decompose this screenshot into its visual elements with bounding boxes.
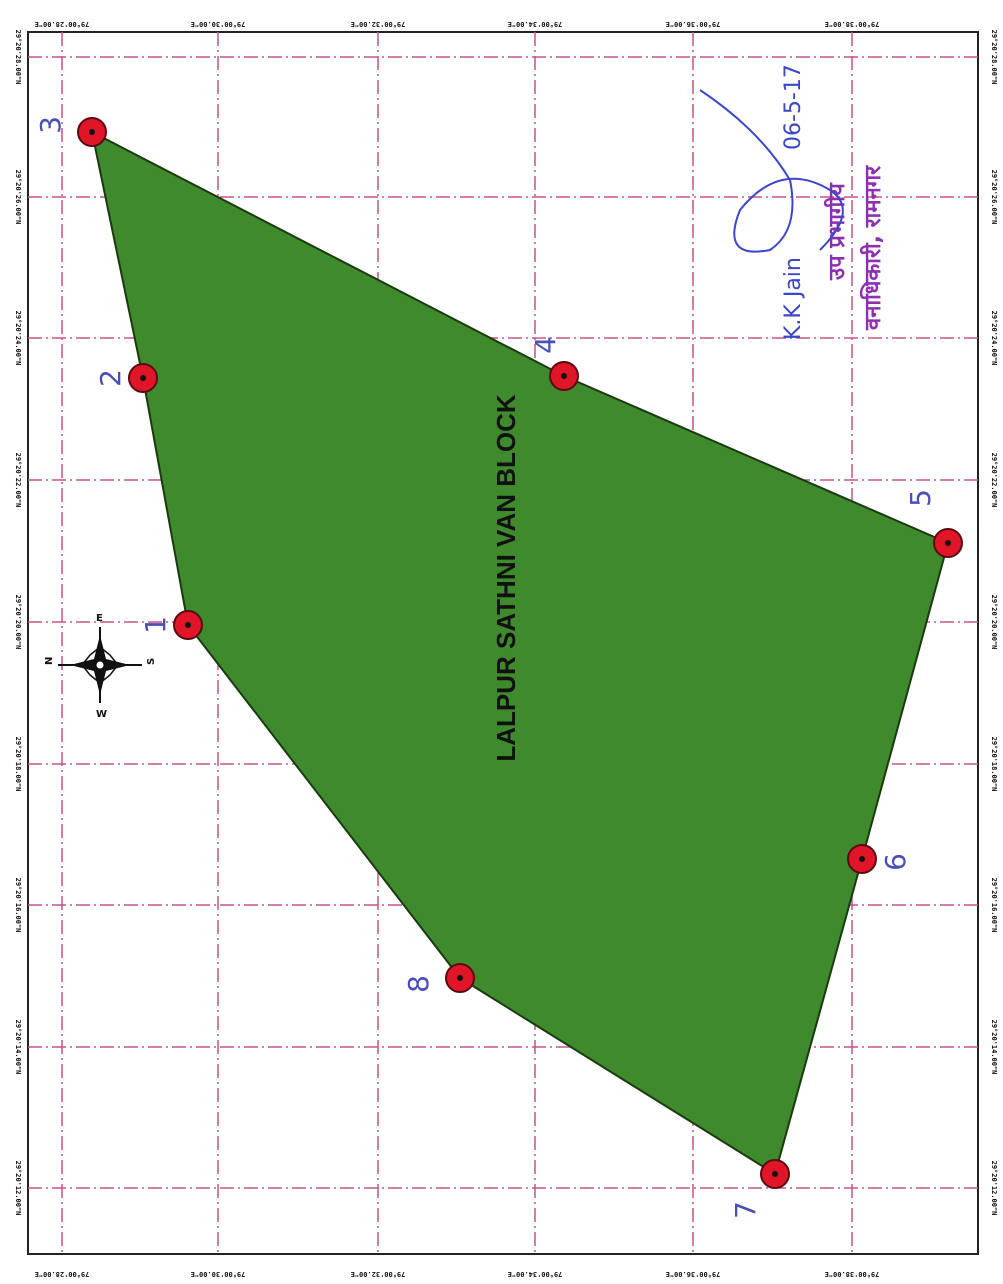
grid-label-right: 29°20'18.00"N <box>990 737 998 792</box>
compass-east-letter: E <box>96 613 103 624</box>
grid-label-bottom: 79°00'36.00"E <box>666 1270 721 1278</box>
signature-scribble <box>699 89 844 253</box>
grid-label-bottom: 79°00'38.00"E <box>825 1270 880 1278</box>
grid-label-right: 29°20'26.00"N <box>990 170 998 225</box>
vertex-label-4: 4 <box>529 336 562 354</box>
signature-block: K.K Jain 06-5-17 उप प्रभागीय वनाधिकारी, … <box>781 64 886 340</box>
grid-label-bottom: 79°00'34.00"E <box>508 1270 563 1278</box>
vertex-label-5: 5 <box>904 489 937 507</box>
vertex-marker-center <box>140 375 146 381</box>
grid-tick-labels: 79°00'28.00"E 79°00'30.00"E 79°00'32.00"E 7… <box>14 20 998 1278</box>
vertex-label-3: 3 <box>34 116 67 134</box>
grid-label-left: 29°20'20.00"N <box>14 595 22 650</box>
vertex-marker-center <box>457 975 463 981</box>
grid-label-top: 79°00'30.00"E <box>191 20 246 28</box>
compass-south-letter: S <box>146 658 157 665</box>
grid-label-bottom: 79°00'32.00"E <box>351 1270 406 1278</box>
compass-west-letter: W <box>96 709 107 720</box>
grid-label-left: 29°20'22.00"N <box>14 453 22 508</box>
grid-label-top: 79°00'36.00"E <box>666 20 721 28</box>
compass-north-letter: N <box>44 657 55 665</box>
vertex-label-2: 2 <box>94 369 127 387</box>
grid-label-right: 29°20'20.00"N <box>990 595 998 650</box>
vertex-label-7: 7 <box>729 1201 762 1219</box>
grid-label-bottom: 79°00'28.00"E <box>35 1270 90 1278</box>
grid-label-right: 29°20'28.00"N <box>990 30 998 85</box>
grid-label-right: 29°20'12.00"N <box>990 1161 998 1216</box>
vertex-label-8: 8 <box>402 975 435 993</box>
vertex-label-6: 6 <box>879 853 912 871</box>
grid-label-right: 29°20'14.00"N <box>990 1020 998 1075</box>
vertex-marker-center <box>185 622 191 628</box>
vertex-marker-center <box>945 540 951 546</box>
grid-label-top: 79°00'34.00"E <box>508 20 563 28</box>
signature-date: 06-5-17 <box>781 64 806 150</box>
grid-label-top: 79°00'28.00"E <box>35 20 90 28</box>
grid-label-left: 29°20'18.00"N <box>14 737 22 792</box>
grid-label-left: 29°20'26.00"N <box>14 170 22 225</box>
grid-label-top: 79°00'32.00"E <box>351 20 406 28</box>
stamp-line-2: वनाधिकारी, रामनगर <box>859 165 886 331</box>
signature-name: K.K Jain <box>781 257 806 340</box>
vertex-markers: 1 2 3 4 5 6 7 8 <box>34 116 963 1219</box>
vertex-marker-center <box>89 129 95 135</box>
grid-label-left: 29°20'16.00"N <box>14 878 22 933</box>
grid-label-right: 29°20'16.00"N <box>990 878 998 933</box>
grid-label-left: 29°20'24.00"N <box>14 311 22 366</box>
grid-label-right: 29°20'22.00"N <box>990 453 998 508</box>
grid-label-left: 29°20'28.00"N <box>14 30 22 85</box>
grid-label-top: 79°00'38.00"E <box>825 20 880 28</box>
grid-label-bottom: 79°00'30.00"E <box>191 1270 246 1278</box>
vertex-marker-center <box>772 1171 778 1177</box>
grid-label-left: 29°20'14.00"N <box>14 1020 22 1075</box>
block-name-label: LALPUR SATHNI VAN BLOCK <box>491 394 521 762</box>
grid-label-left: 29°20'12.00"N <box>14 1161 22 1216</box>
vertex-label-1: 1 <box>139 616 172 634</box>
grid-label-right: 29°20'24.00"N <box>990 311 998 366</box>
compass-rose-icon: N S E W <box>44 613 157 720</box>
vertex-marker-center <box>859 856 865 862</box>
vertex-marker-center <box>561 373 567 379</box>
